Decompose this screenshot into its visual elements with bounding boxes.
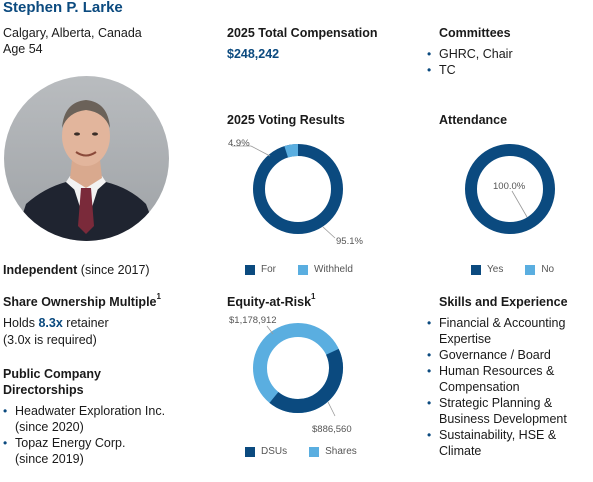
legend-shares: Shares	[325, 446, 357, 457]
list-item: TC	[427, 62, 587, 78]
equity-donut-chart: $1,178,912 $886,560	[229, 315, 352, 435]
legend-for: For	[261, 264, 276, 275]
list-item: Strategic Planning &Business Development	[427, 395, 591, 427]
voting-for-label: 95.1%	[336, 236, 363, 247]
equity-dsus-leader	[327, 401, 336, 417]
list-item: GHRC, Chair	[427, 46, 587, 62]
committees-list: GHRC, Chair TC	[427, 46, 587, 78]
skills-heading: Skills and Experience	[439, 295, 568, 309]
voting-withheld-label: 4.9%	[228, 138, 250, 149]
attendance-yes-label: 100.0%	[493, 181, 526, 192]
share-ownership-multiple: 8.3x	[38, 316, 63, 330]
equity-ring-dsus	[269, 348, 343, 413]
equity-shares-leader	[266, 325, 274, 335]
voting-ring-withheld	[284, 143, 299, 158]
legend-yes: Yes	[487, 264, 504, 275]
list-item: Topaz Energy Corp.(since 2019)	[3, 435, 183, 467]
independent-since: (since 2017)	[80, 263, 150, 277]
equity-shares-label: $1,178,912	[229, 315, 277, 326]
voting-heading: 2025 Voting Results	[227, 113, 345, 127]
list-item: Human Resources &Compensation	[427, 363, 591, 395]
attendance-legend: Yes No	[471, 262, 554, 278]
voting-donut-chart: 4.9% 95.1%	[228, 138, 363, 247]
attendance-ring-yes	[465, 144, 555, 234]
director-photo	[4, 76, 169, 241]
list-item: Governance / Board	[427, 347, 591, 363]
equity-legend: DSUs Shares	[245, 444, 357, 460]
independent-status: Independent (since 2017)	[3, 262, 150, 278]
location: Calgary, Alberta, Canada	[3, 26, 142, 40]
committees-heading: Committees	[439, 26, 511, 40]
legend-no: No	[541, 264, 555, 275]
attendance-leader	[511, 190, 528, 218]
age: Age 54	[3, 42, 43, 56]
directorships-list: Headwater Exploration Inc.(since 2020) T…	[3, 403, 183, 467]
legend-withheld: Withheld	[314, 264, 353, 275]
legend-swatch-shares	[309, 447, 320, 457]
legend-swatch-dsus	[245, 447, 255, 457]
voting-legend: For Withheld	[245, 262, 353, 278]
attendance-donut-chart: 100.0%	[465, 144, 555, 234]
director-name: Stephen P. Larke	[3, 0, 123, 16]
list-item: Headwater Exploration Inc.(since 2020)	[3, 403, 183, 435]
legend-swatch-yes	[471, 265, 481, 275]
list-item: Sustainability, HSE &Climate	[427, 427, 591, 459]
voting-withheld-leader	[250, 145, 271, 157]
share-ownership-heading: Share Ownership Multiple1	[3, 291, 161, 309]
compensation-heading: 2025 Total Compensation	[227, 26, 378, 40]
share-ownership-required: (3.0x is required)	[3, 333, 97, 347]
voting-for-leader	[322, 226, 336, 239]
legend-dsus: DSUs	[261, 446, 288, 457]
attendance-heading: Attendance	[439, 113, 508, 127]
voting-ring-for	[253, 144, 343, 234]
independent-label: Independent	[3, 263, 78, 277]
equity-heading: Equity-at-Risk1	[227, 291, 316, 309]
legend-swatch-for	[245, 265, 255, 275]
directorships-heading: Public Company Directorships	[3, 367, 101, 397]
equity-dsus-label: $886,560	[312, 424, 352, 435]
compensation-value: $248,242	[227, 47, 280, 61]
legend-swatch-no	[525, 265, 536, 275]
legend-swatch-withheld	[298, 265, 308, 275]
share-ownership-holds: Holds 8.3x retainer	[3, 316, 109, 330]
